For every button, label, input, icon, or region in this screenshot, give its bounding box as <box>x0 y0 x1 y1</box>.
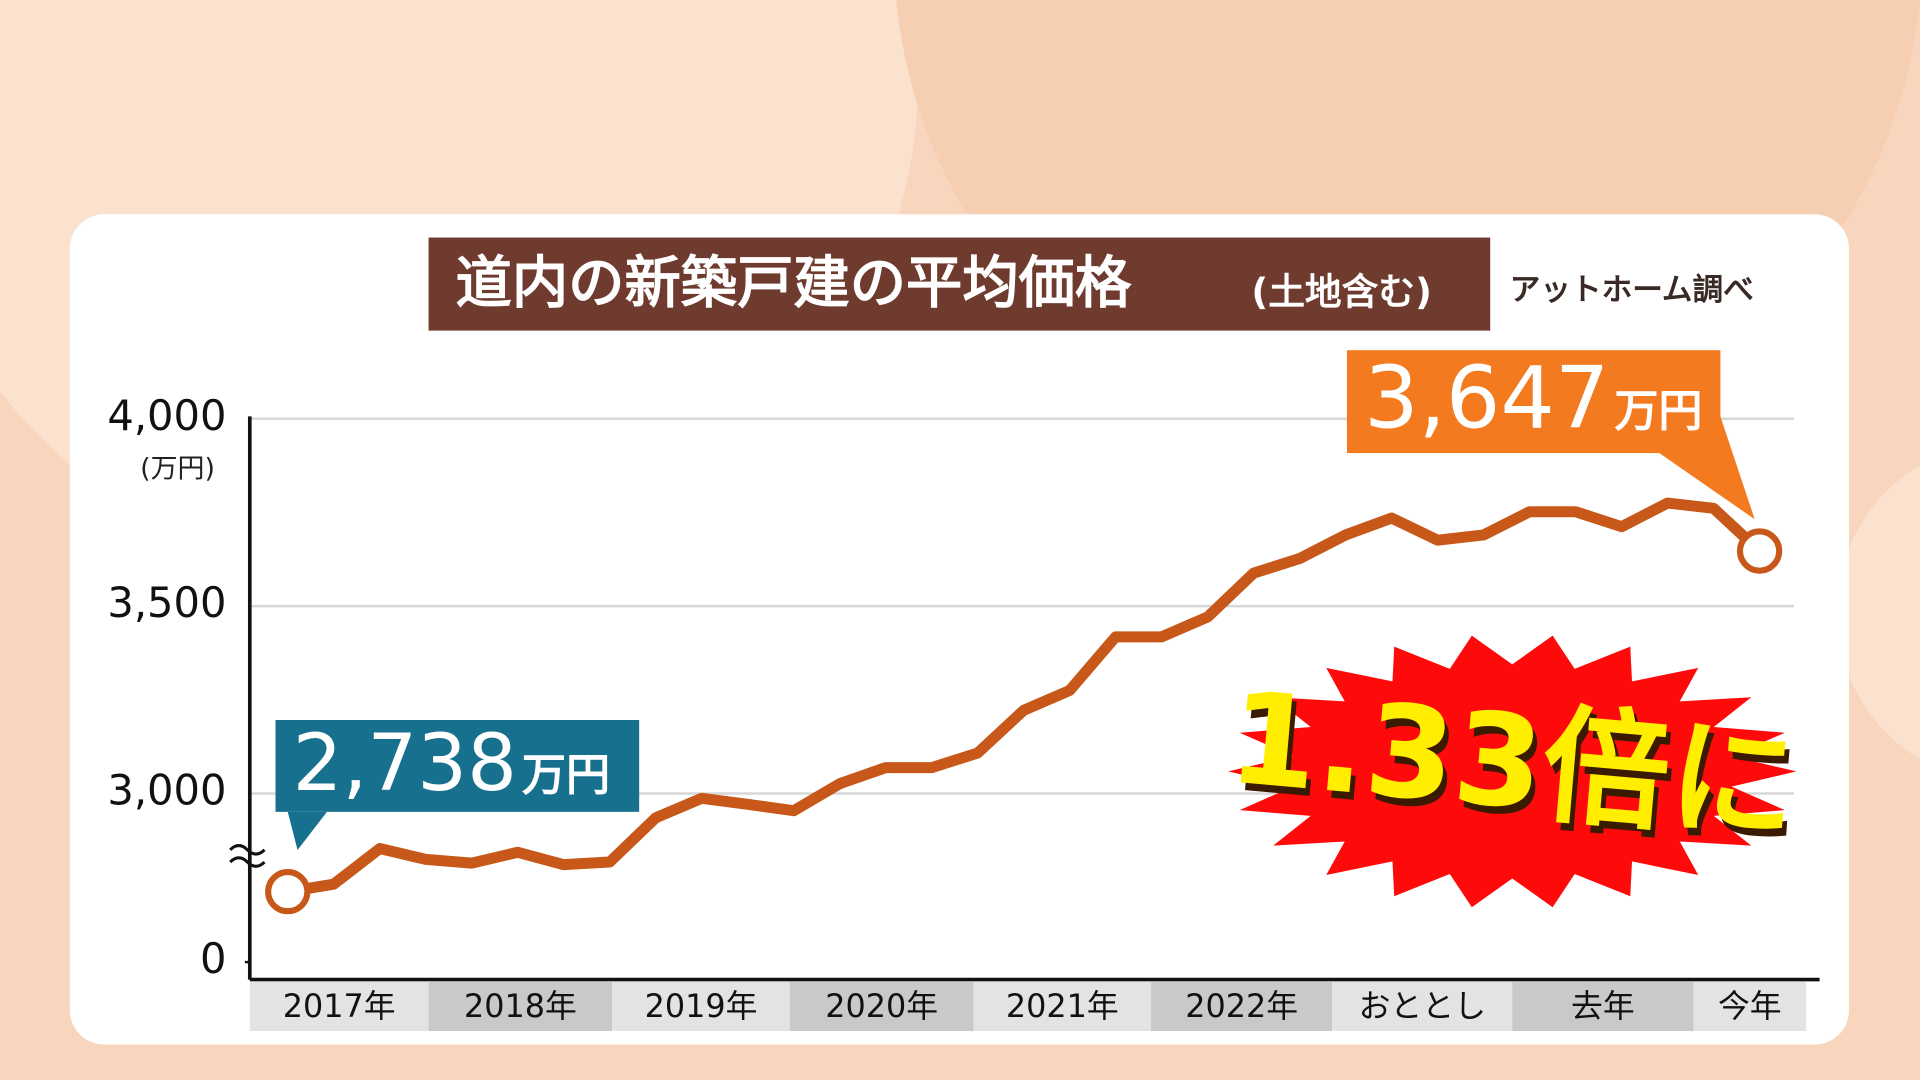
point-marker <box>1736 528 1783 574</box>
x-band <box>249 982 429 1032</box>
plot <box>265 497 1783 915</box>
starburst <box>1228 635 1797 908</box>
x-band <box>789 982 974 1032</box>
break-mark <box>229 856 266 868</box>
y-tick-label: 3,500 <box>107 578 226 627</box>
point-marker <box>265 868 311 915</box>
x-band <box>973 982 1152 1032</box>
x-tick-label: 2020年 <box>825 987 938 1025</box>
y-tick-label: 4,000 <box>107 391 226 440</box>
callout-tail <box>287 811 327 851</box>
x-band <box>612 982 790 1032</box>
x-tick-label: 去年 <box>1571 987 1635 1025</box>
x-band <box>1332 982 1513 1032</box>
x-bands: 2017年 2018年 2019年 2020年 2021年 2022年 おととし 去年 今年 <box>249 982 1807 1032</box>
y-tick-label: 3,000 <box>107 765 226 814</box>
break-mark <box>229 843 266 856</box>
title-note: (土地含む) <box>1251 270 1431 313</box>
data-label-unit: 万円 <box>1614 386 1702 437</box>
chart-title: 道内の新築戸建の平均価格 <box>456 251 1132 316</box>
x-tick-label: 今年 <box>1718 987 1782 1025</box>
data-label: 3,647 <box>1364 349 1609 449</box>
x-tick-label: 2017年 <box>283 987 396 1025</box>
axis-break <box>229 843 266 868</box>
x-tick-label: おととし <box>1359 987 1486 1025</box>
callouts: 2,738 万円3,647 万円 <box>275 349 1755 851</box>
x-band <box>1151 982 1333 1032</box>
y-unit: (万円) <box>140 454 215 485</box>
data-label-unit: 万円 <box>522 750 610 801</box>
card <box>69 214 1849 1045</box>
data-label: 2,738 <box>293 718 517 809</box>
callout-box <box>275 720 640 812</box>
x-band <box>428 982 613 1032</box>
x-tick-label: 2021年 <box>1006 987 1119 1025</box>
line <box>286 497 1764 898</box>
callout-tail <box>1659 397 1755 520</box>
source: アットホーム調べ <box>1510 273 1754 308</box>
x-tick-label: 2019年 <box>645 987 758 1025</box>
y-tick-label: 0 <box>200 934 226 983</box>
callout-box <box>1346 350 1721 454</box>
title-box <box>428 237 1491 331</box>
x-band <box>1512 982 1694 1032</box>
x-band <box>1693 982 1807 1032</box>
x-tick-label: 2022年 <box>1185 987 1298 1025</box>
x-tick-label: 2018年 <box>464 987 577 1025</box>
bg-circle <box>1836 465 1920 760</box>
